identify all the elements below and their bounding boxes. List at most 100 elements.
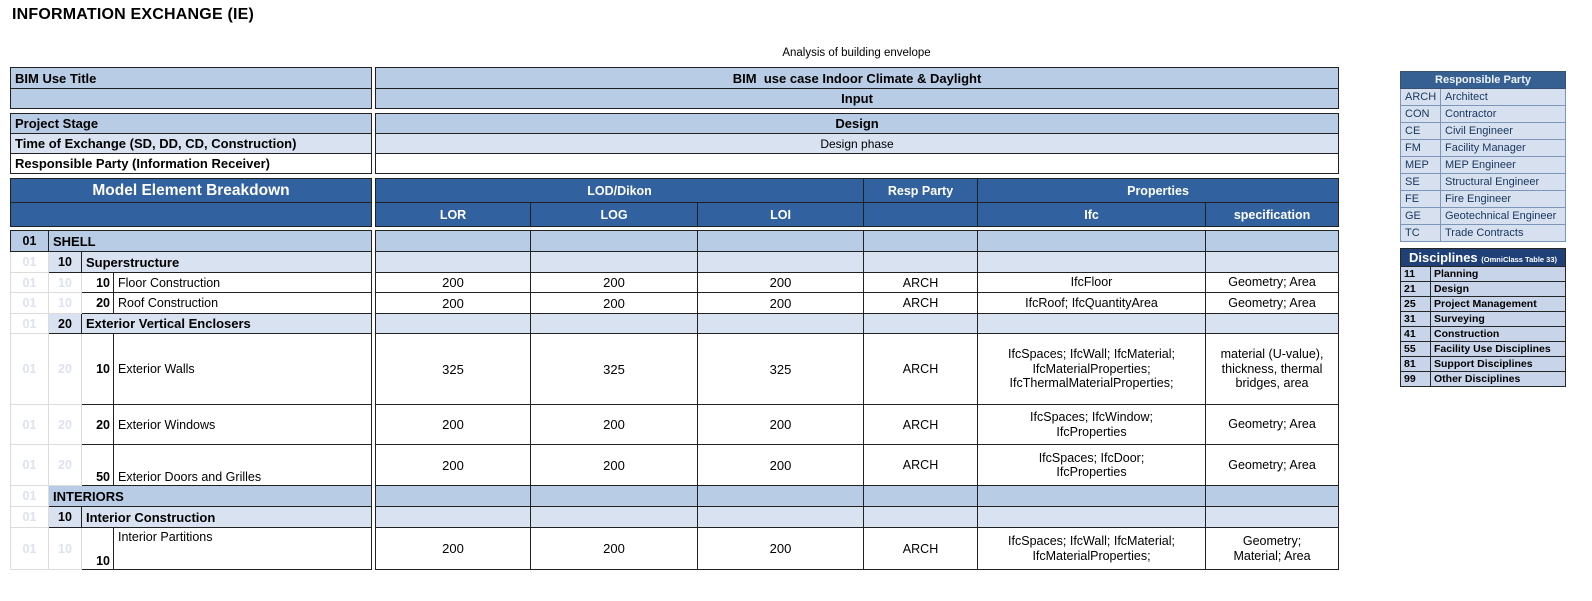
table-row: 01 20 20 Exterior Windows 200 200 200 AR… [10, 404, 1340, 445]
header-empty-cell [9, 202, 373, 227]
section-fill-cell [375, 251, 532, 273]
section-fill-cell [977, 251, 1207, 273]
section-name-cell: INTERIORS [47, 485, 373, 507]
legend-code-cell: 31 [1400, 311, 1431, 327]
ghost-code-cell: 01 [10, 527, 49, 570]
legend-code-cell: CON [1400, 105, 1441, 123]
legend-name-cell: Surveying [1429, 311, 1567, 327]
table-row: Input [9, 88, 1340, 109]
legend-row: SE Structural Engineer [1400, 173, 1567, 191]
legend-code-cell: 21 [1400, 281, 1431, 297]
legend-name-cell: MEP Engineer [1439, 156, 1567, 174]
table-row: 01 10 Interior Construction [10, 506, 1340, 528]
ghost-code-cell: 01 [10, 251, 49, 273]
section-fill-cell [530, 251, 699, 273]
table-row: Project Stage Design [9, 113, 1340, 134]
section-name-cell: Superstructure [80, 251, 373, 273]
legend-row: 11 Planning [1400, 266, 1567, 282]
ifc-header: Ifc [977, 202, 1207, 227]
table-row: 01 20 Exterior Vertical Enclosers [10, 313, 1340, 334]
row-code-cell: 10 [81, 527, 114, 570]
resp-party-cell: ARCH [863, 333, 979, 405]
spec-cell: material (U-value), thickness, thermal b… [1205, 333, 1340, 405]
legend-row: FM Facility Manager [1400, 139, 1567, 157]
section-fill-cell [977, 506, 1207, 528]
section-fill-cell [697, 313, 865, 334]
ghost-code-cell: 10 [48, 527, 82, 570]
info-label-cell: Responsible Party (Information Receiver) [9, 153, 373, 174]
spacer-cell [371, 202, 376, 227]
row-code-cell: 10 [81, 333, 114, 405]
legend-row: 99 Other Disciplines [1400, 371, 1567, 387]
section-fill-cell [1205, 230, 1340, 252]
section-name-cell: Exterior Vertical Enclosers [80, 313, 373, 334]
ghost-code-cell: 01 [10, 444, 49, 486]
ghost-code-cell: 10 [48, 292, 82, 314]
section-fill-cell [863, 506, 979, 528]
spacer-cell [371, 230, 376, 252]
legend-name-cell: Construction [1429, 326, 1567, 342]
header-empty-cell [863, 202, 979, 227]
legend-code-cell: ARCH [1400, 88, 1441, 106]
table-row: 01 INTERIORS [10, 485, 1340, 507]
spacer-cell [371, 133, 376, 154]
resp-party-cell: ARCH [863, 292, 979, 314]
row-code-cell: 20 [81, 404, 114, 445]
legend-name-cell: Other Disciplines [1429, 371, 1567, 387]
section-fill-cell [1205, 485, 1340, 507]
section-fill-cell [697, 485, 865, 507]
legend-name-cell: Civil Engineer [1439, 122, 1567, 140]
legend-code-cell: FE [1400, 190, 1441, 208]
section-fill-cell [977, 230, 1207, 252]
table-row: 01 10 10 Interior Partitions 200 200 200… [10, 527, 1340, 570]
section-fill-cell [530, 485, 699, 507]
table-row: Time of Exchange (SD, DD, CD, Constructi… [9, 133, 1340, 154]
specification-header: specification [1205, 202, 1340, 227]
spacer-row [10, 108, 1339, 114]
legend-code-cell: GE [1400, 207, 1441, 225]
properties-header: Properties [977, 178, 1340, 203]
legend-code-cell: 11 [1400, 266, 1431, 282]
legend-row: 21 Design [1400, 281, 1567, 297]
legend-code-cell: 55 [1400, 341, 1431, 357]
table-row: BIM Use Title BIM use case Indoor Climat… [9, 67, 1340, 89]
legend-code-cell: 81 [1400, 356, 1431, 372]
section-fill-cell [863, 251, 979, 273]
loi-cell: 200 [697, 292, 865, 314]
spacer-cell [371, 153, 376, 174]
spacer-cell [371, 272, 376, 293]
legend-name-cell: Fire Engineer [1439, 190, 1567, 208]
info-value-cell: Design [375, 113, 1340, 134]
info-label-cell: BIM Use Title [9, 67, 373, 89]
legend-subtitle: (OmniClass Table 33) [1481, 255, 1557, 264]
legend-code-cell: 41 [1400, 326, 1431, 342]
ghost-code-cell: 20 [48, 333, 82, 405]
loi-cell: 200 [697, 444, 865, 486]
row-code-cell: 50 [81, 444, 114, 486]
spacer-row [10, 173, 1339, 179]
lor-cell: 200 [375, 444, 532, 486]
section-fill-cell [863, 230, 979, 252]
loi-cell: 200 [697, 272, 865, 293]
legend-row: 31 Surveying [1400, 311, 1567, 327]
log-cell: 200 [530, 404, 699, 445]
legend-title: Disciplines (OmniClass Table 33) [1399, 248, 1567, 267]
info-value-cell: BIM use case Indoor Climate & Daylight [375, 67, 1340, 89]
lor-cell: 200 [375, 272, 532, 293]
section-fill-cell [375, 506, 532, 528]
ghost-code-cell: 01 [10, 292, 49, 314]
spec-cell: Geometry; Area [1205, 292, 1340, 314]
spec-cell: Geometry; Material; Area [1205, 527, 1340, 570]
spacer-cell [371, 404, 376, 445]
section-fill-cell [977, 485, 1207, 507]
info-label-cell: Time of Exchange (SD, DD, CD, Constructi… [9, 133, 373, 154]
legend-row: TC Trade Contracts [1400, 224, 1567, 242]
disciplines-legend: Disciplines (OmniClass Table 33) 11 Plann… [1399, 248, 1567, 387]
log-cell: 200 [530, 527, 699, 570]
legend-title-text: Disciplines [1409, 250, 1478, 265]
ifc-cell: IfcSpaces; IfcWall; IfcMaterial; IfcMate… [977, 333, 1207, 405]
spec-cell: Geometry; Area [1205, 404, 1340, 445]
legend-name-cell: Design [1429, 281, 1567, 297]
ghost-code-cell: 01 [10, 272, 49, 293]
section-name-cell: SHELL [47, 230, 373, 252]
